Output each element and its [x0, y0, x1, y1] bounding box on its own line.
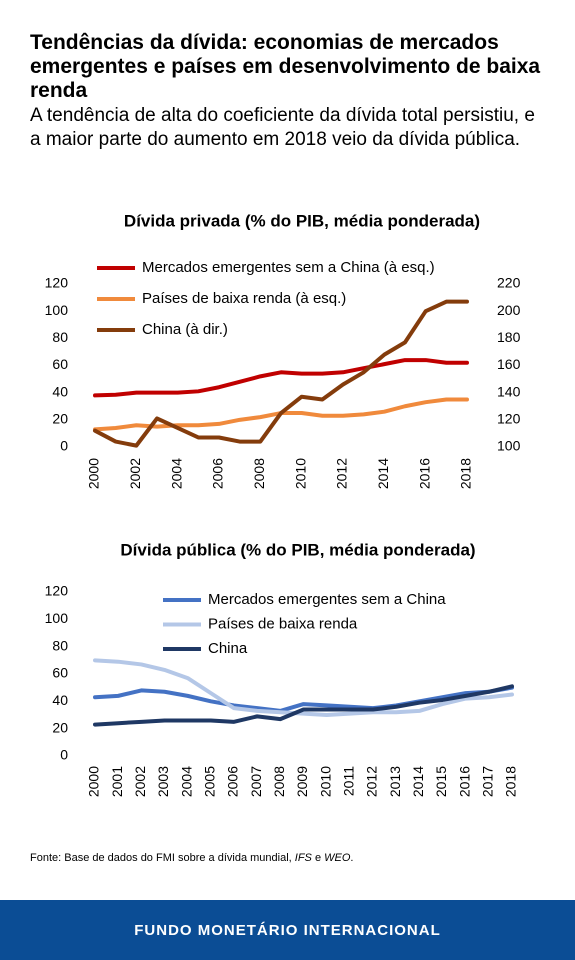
y-tick-label: 60 [52, 356, 68, 372]
y-tick-label: 120 [45, 583, 69, 599]
chart-title: Dívida pública (% do PIB, média ponderad… [120, 540, 475, 559]
series-line [93, 658, 514, 717]
x-tick-label: 2010 [292, 458, 308, 489]
y-tick-label: 120 [45, 275, 69, 291]
y-tick-label: 80 [52, 637, 68, 653]
subtitle: A tendência de alta do coeficiente da dí… [30, 105, 535, 150]
legend-label: Países de baixa renda [208, 615, 358, 632]
x-tick-label: 2014 [410, 766, 426, 797]
x-tick-label: 2016 [416, 458, 432, 489]
y2-tick-label: 180 [497, 329, 521, 345]
x-tick-label: 2009 [294, 766, 310, 797]
x-tick-label: 2002 [132, 766, 148, 797]
source-text: Fonte: Base de dados do FMI sobre a dívi… [30, 852, 295, 864]
x-tick-label: 2003 [155, 766, 171, 797]
y2-tick-label: 160 [497, 356, 521, 372]
source-text: e [311, 852, 325, 864]
series-line [93, 299, 469, 448]
x-tick-label: 2010 [317, 766, 333, 797]
legend-label: Mercados emergentes sem a China [208, 591, 446, 608]
x-tick-label: 2014 [375, 458, 391, 489]
y2-tick-label: 120 [497, 411, 521, 427]
y-tick-label: 0 [60, 438, 68, 454]
y-tick-label: 0 [60, 747, 68, 763]
x-tick-label: 2008 [271, 766, 287, 797]
y-tick-label: 100 [45, 302, 69, 318]
x-tick-label: 2002 [127, 458, 143, 489]
legend-label: Países de baixa renda (à esq.) [142, 290, 346, 307]
source-text: . [350, 852, 354, 864]
y-tick-label: 20 [52, 719, 68, 735]
x-tick-label: 2011 [341, 766, 357, 796]
y2-tick-label: 100 [497, 438, 521, 454]
x-tick-label: 2013 [387, 766, 403, 797]
title: Tendências da dívida: economias de merca… [30, 31, 541, 102]
x-tick-label: 2005 [202, 766, 218, 797]
x-tick-label: 2006 [225, 766, 241, 797]
x-tick-label: 2004 [168, 458, 184, 489]
x-tick-label: 2018 [458, 458, 474, 489]
source-text: WEO [324, 852, 351, 864]
x-tick-label: 2000 [86, 766, 102, 797]
x-tick-label: 2012 [334, 458, 350, 489]
y-tick-label: 80 [52, 329, 68, 345]
y-tick-label: 60 [52, 665, 68, 681]
y-tick-label: 20 [52, 411, 68, 427]
series-line [93, 358, 469, 398]
legend-label: China (à dir.) [142, 321, 228, 338]
charts: Dívida privada (% do PIB, média ponderad… [45, 211, 521, 797]
x-tick-label: 2001 [109, 766, 125, 797]
x-tick-label: 2007 [248, 766, 264, 797]
x-tick-label: 2006 [210, 458, 226, 489]
source-text: IFS [294, 852, 312, 864]
series-line [93, 685, 514, 713]
series-line [93, 684, 514, 727]
y-tick-label: 40 [52, 692, 68, 708]
x-tick-label: 2016 [456, 766, 472, 797]
x-tick-label: 2000 [86, 458, 102, 489]
y-tick-label: 40 [52, 383, 68, 399]
source: Fonte: Base de dados do FMI sobre a dívi… [30, 852, 353, 864]
x-tick-label: 2008 [251, 458, 267, 489]
footer: FUNDO MONETÁRIO INTERNACIONAL [0, 900, 575, 960]
y2-tick-label: 200 [497, 302, 521, 318]
x-tick-label: 2012 [364, 766, 380, 797]
x-tick-label: 2017 [480, 766, 496, 797]
chart-title: Dívida privada (% do PIB, média ponderad… [124, 211, 480, 230]
y-tick-label: 100 [45, 610, 69, 626]
y2-tick-label: 140 [497, 383, 521, 399]
y2-tick-label: 220 [497, 275, 521, 291]
legend-label: Mercados emergentes sem a China (à esq.) [142, 259, 435, 276]
x-tick-label: 2015 [433, 766, 449, 797]
x-tick-label: 2018 [503, 766, 519, 797]
x-tick-label: 2004 [178, 766, 194, 797]
legend-label: China [208, 640, 248, 657]
